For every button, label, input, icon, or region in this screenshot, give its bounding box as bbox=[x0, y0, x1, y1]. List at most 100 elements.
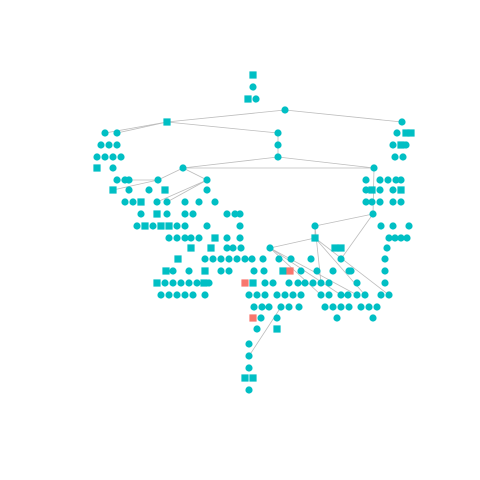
square-node bbox=[211, 234, 219, 242]
circle-node bbox=[362, 198, 370, 206]
square-node bbox=[93, 164, 101, 172]
circle-node bbox=[362, 176, 370, 184]
tree-edge bbox=[284, 109, 403, 123]
circle-node bbox=[181, 291, 189, 299]
circle-node bbox=[113, 176, 121, 184]
circle-node bbox=[269, 279, 277, 287]
tree-edge bbox=[166, 179, 208, 203]
circle-node bbox=[285, 303, 293, 311]
circle-node bbox=[389, 141, 397, 149]
circle-node bbox=[253, 291, 261, 299]
circle-node bbox=[211, 198, 219, 206]
circle-node bbox=[257, 314, 265, 322]
circle-node bbox=[163, 210, 171, 218]
circle-node bbox=[145, 186, 153, 194]
circle-node bbox=[223, 210, 231, 218]
circle-node bbox=[337, 255, 345, 263]
circle-node bbox=[169, 279, 177, 287]
circle-node bbox=[201, 255, 209, 263]
circle-node bbox=[258, 303, 266, 311]
circle-node bbox=[236, 222, 244, 230]
circle-node bbox=[249, 83, 257, 91]
circle-node bbox=[301, 279, 309, 287]
circle-node bbox=[285, 279, 293, 287]
circle-node bbox=[157, 291, 165, 299]
circle-node bbox=[325, 279, 333, 287]
tree-edge bbox=[340, 213, 374, 260]
circle-node bbox=[225, 267, 233, 275]
circle-node bbox=[373, 303, 381, 311]
circle-node bbox=[281, 291, 289, 299]
circle-node bbox=[129, 198, 137, 206]
square-node bbox=[174, 255, 182, 263]
circle-node bbox=[266, 244, 274, 252]
circle-node bbox=[149, 222, 157, 230]
circle-node bbox=[313, 267, 321, 275]
square-node bbox=[157, 222, 165, 230]
circle-node bbox=[229, 244, 237, 252]
circle-node bbox=[252, 95, 260, 103]
circle-node bbox=[181, 198, 189, 206]
circle-node bbox=[369, 210, 377, 218]
tree-edge bbox=[166, 109, 286, 123]
circle-node bbox=[209, 255, 217, 263]
circle-node bbox=[381, 267, 389, 275]
circle-node bbox=[195, 234, 203, 242]
circle-node bbox=[347, 267, 355, 275]
tree-edge bbox=[157, 167, 184, 181]
circle-node bbox=[203, 222, 211, 230]
circle-node bbox=[277, 303, 285, 311]
circle-node bbox=[309, 279, 317, 287]
square-node bbox=[407, 129, 415, 137]
circle-node bbox=[389, 198, 397, 206]
circle-node bbox=[250, 267, 258, 275]
circle-node bbox=[121, 198, 129, 206]
circle-node bbox=[185, 267, 193, 275]
circle-node bbox=[154, 176, 162, 184]
circle-node bbox=[391, 234, 399, 242]
circle-node bbox=[153, 198, 161, 206]
circle-node bbox=[113, 129, 121, 137]
circle-node bbox=[259, 255, 267, 263]
circle-node bbox=[353, 291, 361, 299]
circle-node bbox=[223, 244, 231, 252]
circle-node bbox=[231, 210, 239, 218]
circle-node bbox=[317, 279, 325, 287]
circle-node bbox=[165, 291, 173, 299]
circle-node bbox=[203, 186, 211, 194]
square-node bbox=[397, 141, 405, 149]
circle-node bbox=[101, 129, 109, 137]
tree-edge bbox=[116, 121, 168, 134]
circle-node bbox=[376, 186, 384, 194]
square-node bbox=[402, 129, 410, 137]
circle-node bbox=[225, 255, 233, 263]
square-node bbox=[165, 222, 173, 230]
tree-edge bbox=[314, 213, 374, 227]
circle-node bbox=[101, 153, 109, 161]
circle-node bbox=[185, 279, 193, 287]
circle-node bbox=[297, 291, 305, 299]
circle-node bbox=[381, 255, 389, 263]
circle-node bbox=[261, 279, 269, 287]
node-layer bbox=[93, 71, 415, 394]
tree-edge bbox=[166, 121, 279, 134]
circle-node bbox=[275, 255, 283, 263]
circle-node bbox=[163, 198, 171, 206]
circle-node bbox=[281, 106, 289, 114]
circle-node bbox=[365, 303, 373, 311]
circle-node bbox=[369, 314, 377, 322]
circle-node bbox=[245, 340, 253, 348]
tree-edge bbox=[269, 247, 342, 296]
circle-node bbox=[385, 234, 393, 242]
circle-node bbox=[399, 153, 407, 161]
square-node bbox=[337, 244, 345, 252]
circle-node bbox=[295, 303, 303, 311]
square-node bbox=[249, 279, 257, 287]
circle-node bbox=[273, 314, 281, 322]
circle-node bbox=[117, 153, 125, 161]
circle-node bbox=[173, 234, 181, 242]
circle-node bbox=[402, 141, 410, 149]
square-node bbox=[279, 267, 287, 275]
circle-node bbox=[389, 222, 397, 230]
circle-node bbox=[233, 255, 241, 263]
